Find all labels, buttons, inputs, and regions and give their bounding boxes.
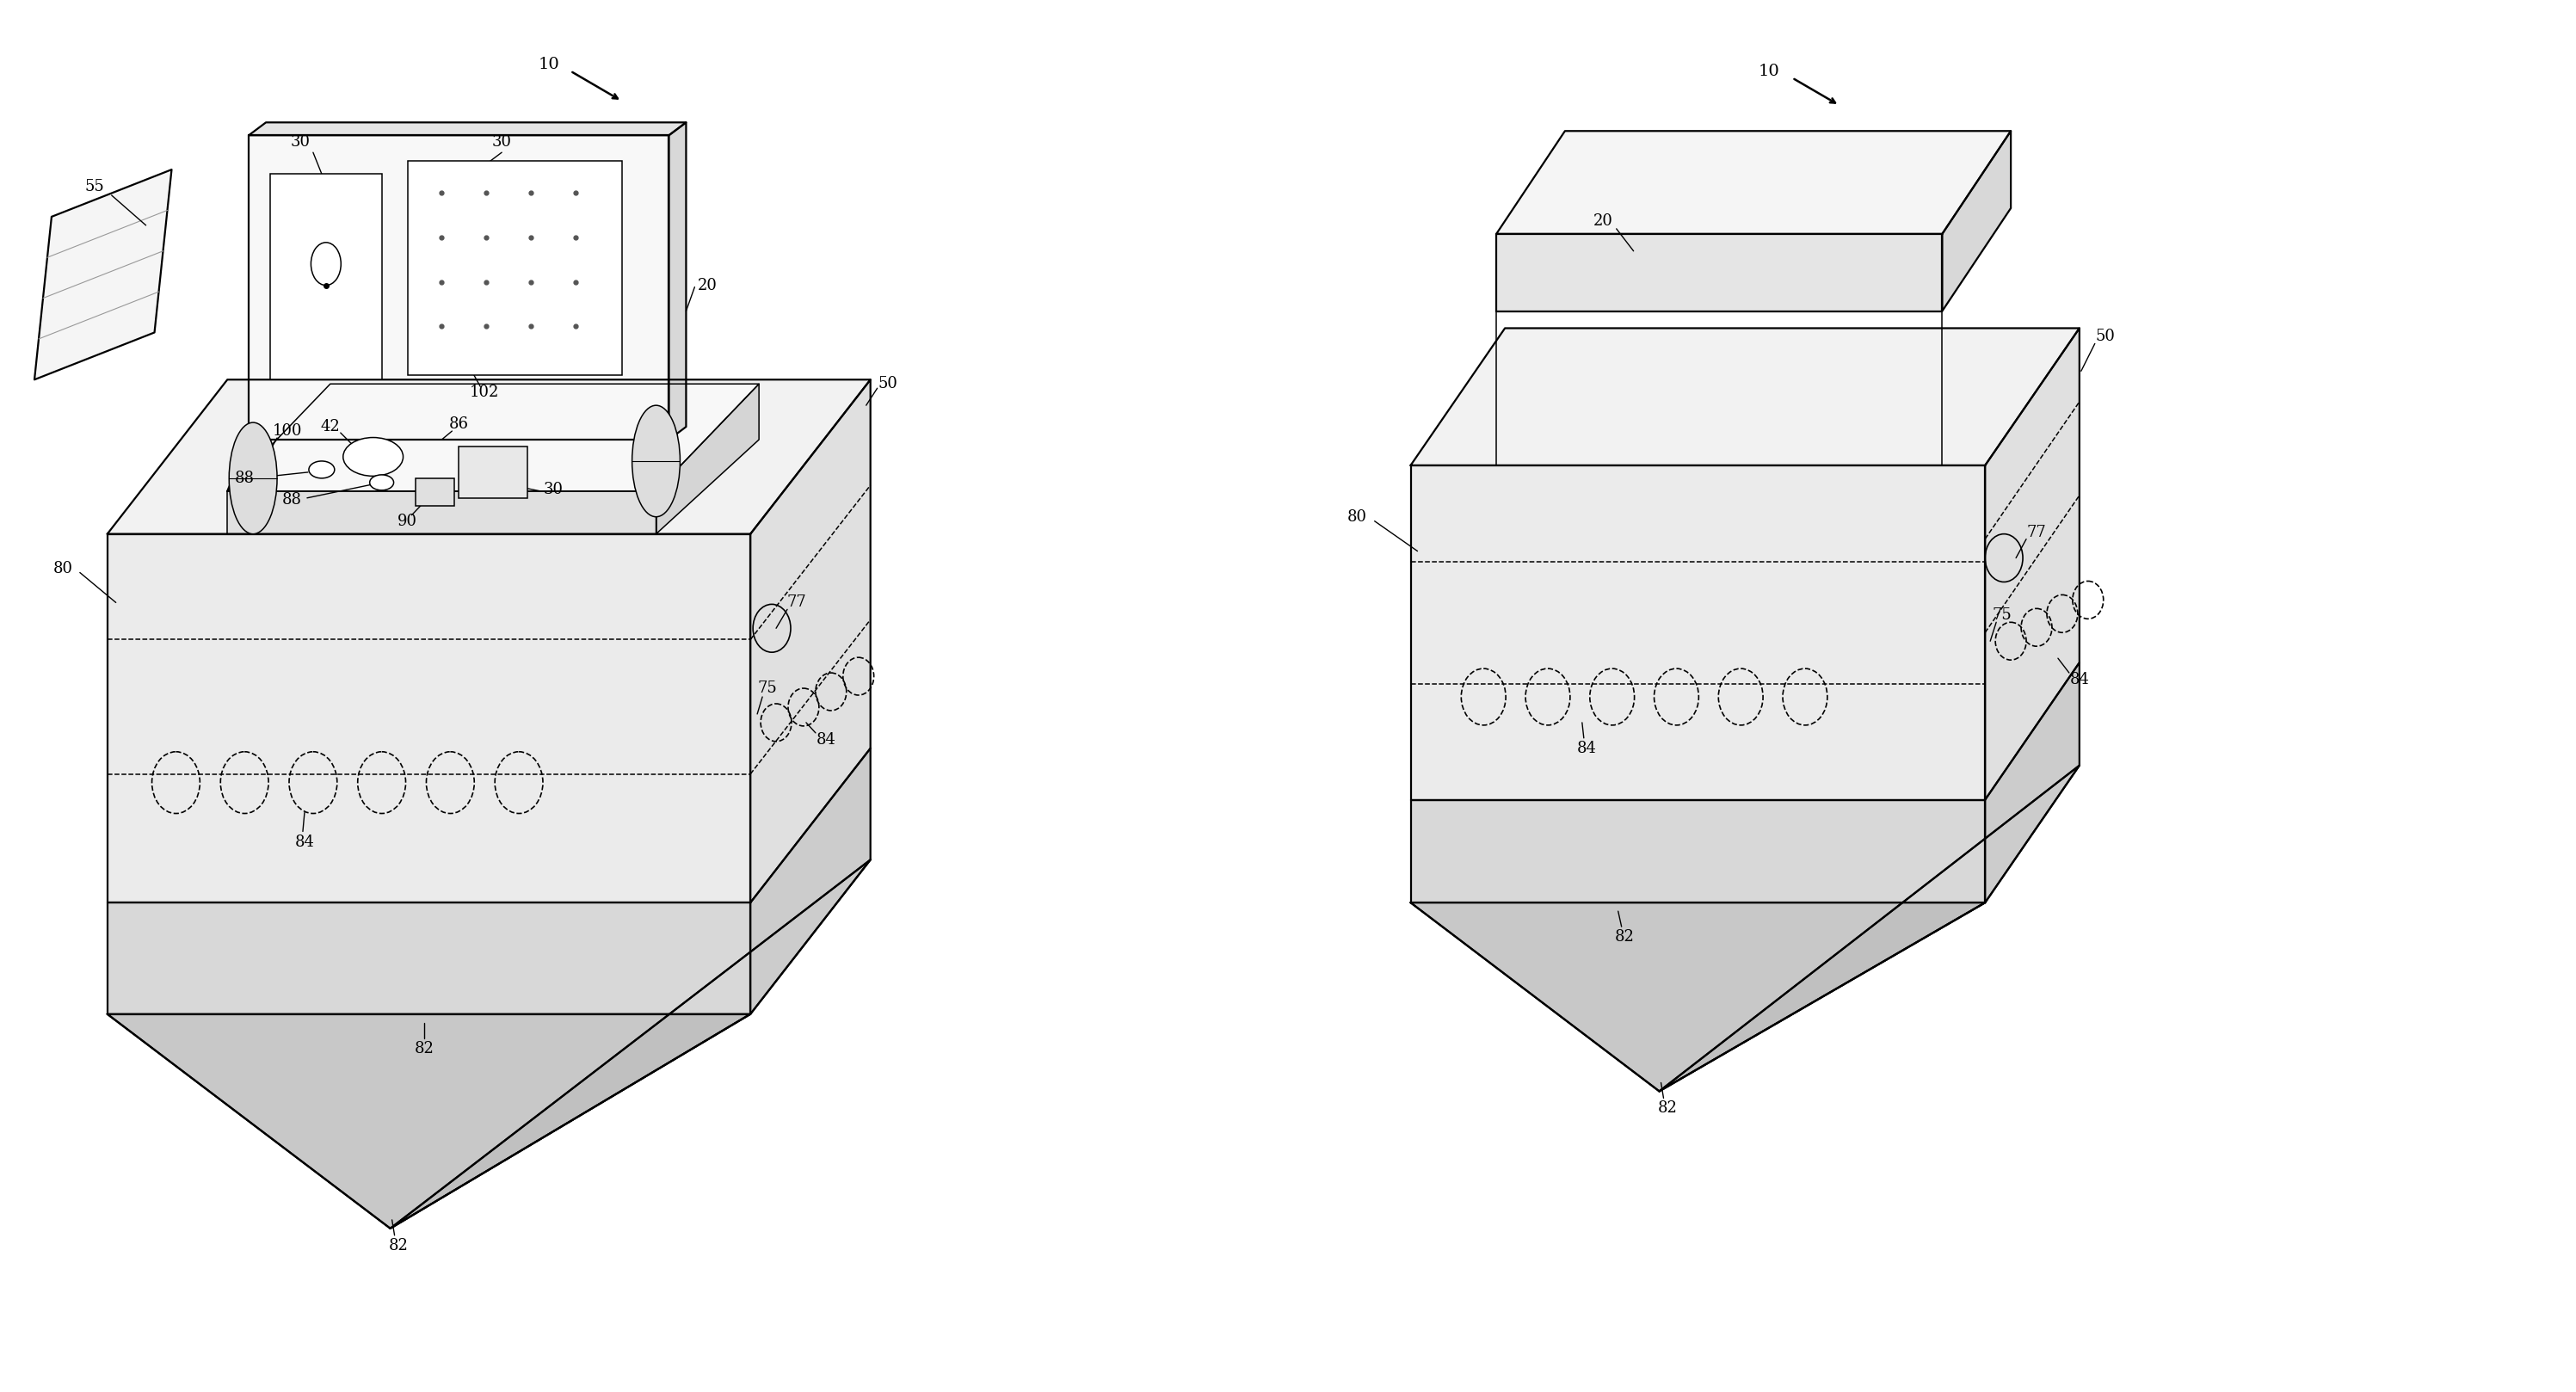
Polygon shape: [250, 122, 685, 135]
Text: 88: 88: [234, 470, 255, 486]
Bar: [270, 174, 381, 380]
Polygon shape: [1986, 329, 2079, 800]
Text: 77: 77: [786, 594, 806, 610]
Text: 90: 90: [397, 514, 417, 529]
Text: 86: 86: [448, 416, 469, 432]
Text: 30: 30: [492, 135, 513, 150]
Text: 10: 10: [1759, 63, 1780, 79]
Text: 82: 82: [389, 1237, 410, 1253]
Text: 84: 84: [2069, 672, 2089, 688]
Polygon shape: [108, 902, 750, 1015]
Polygon shape: [227, 384, 760, 491]
Text: 77: 77: [2027, 525, 2045, 540]
Polygon shape: [1412, 465, 1986, 800]
Ellipse shape: [343, 437, 402, 476]
Text: 82: 82: [1659, 1101, 1677, 1116]
Polygon shape: [1986, 663, 2079, 902]
Polygon shape: [750, 380, 871, 902]
Text: 50: 50: [878, 376, 896, 391]
Polygon shape: [108, 380, 871, 535]
Text: 30: 30: [544, 482, 564, 497]
Text: 100: 100: [273, 423, 301, 438]
Polygon shape: [108, 535, 750, 902]
Text: 80: 80: [54, 561, 72, 576]
Polygon shape: [108, 1015, 750, 1228]
Text: 20: 20: [1595, 213, 1613, 228]
Polygon shape: [1942, 131, 2012, 310]
Text: 20: 20: [698, 277, 716, 294]
Polygon shape: [250, 135, 670, 440]
Text: 80: 80: [1347, 509, 1368, 525]
Bar: [415, 479, 453, 505]
Polygon shape: [1412, 329, 2079, 465]
Text: 75: 75: [1991, 608, 2012, 624]
Text: 84: 84: [294, 835, 314, 851]
Ellipse shape: [371, 475, 394, 490]
Text: 82: 82: [415, 1041, 435, 1057]
Polygon shape: [670, 122, 685, 440]
Polygon shape: [657, 384, 760, 535]
Text: 84: 84: [817, 732, 835, 748]
Polygon shape: [1659, 766, 2079, 1091]
Polygon shape: [227, 491, 657, 535]
Text: 55: 55: [85, 180, 103, 195]
Ellipse shape: [309, 461, 335, 479]
Text: 75: 75: [757, 681, 778, 696]
Polygon shape: [1497, 131, 2012, 234]
Polygon shape: [1412, 800, 1986, 902]
Text: 30: 30: [291, 135, 309, 150]
Polygon shape: [1412, 902, 1986, 1091]
Text: 88: 88: [281, 491, 301, 508]
Text: 82: 82: [1615, 930, 1636, 945]
Text: 42: 42: [319, 419, 340, 434]
Bar: [459, 447, 528, 498]
Polygon shape: [33, 170, 173, 380]
Ellipse shape: [631, 405, 680, 516]
Text: 102: 102: [469, 384, 500, 401]
Polygon shape: [392, 860, 871, 1228]
Text: 50: 50: [2094, 329, 2115, 344]
Ellipse shape: [229, 423, 278, 535]
Bar: [407, 161, 621, 376]
Text: 84: 84: [1577, 741, 1597, 756]
Text: 10: 10: [538, 57, 559, 72]
Polygon shape: [750, 749, 871, 1015]
Polygon shape: [1497, 234, 1942, 310]
